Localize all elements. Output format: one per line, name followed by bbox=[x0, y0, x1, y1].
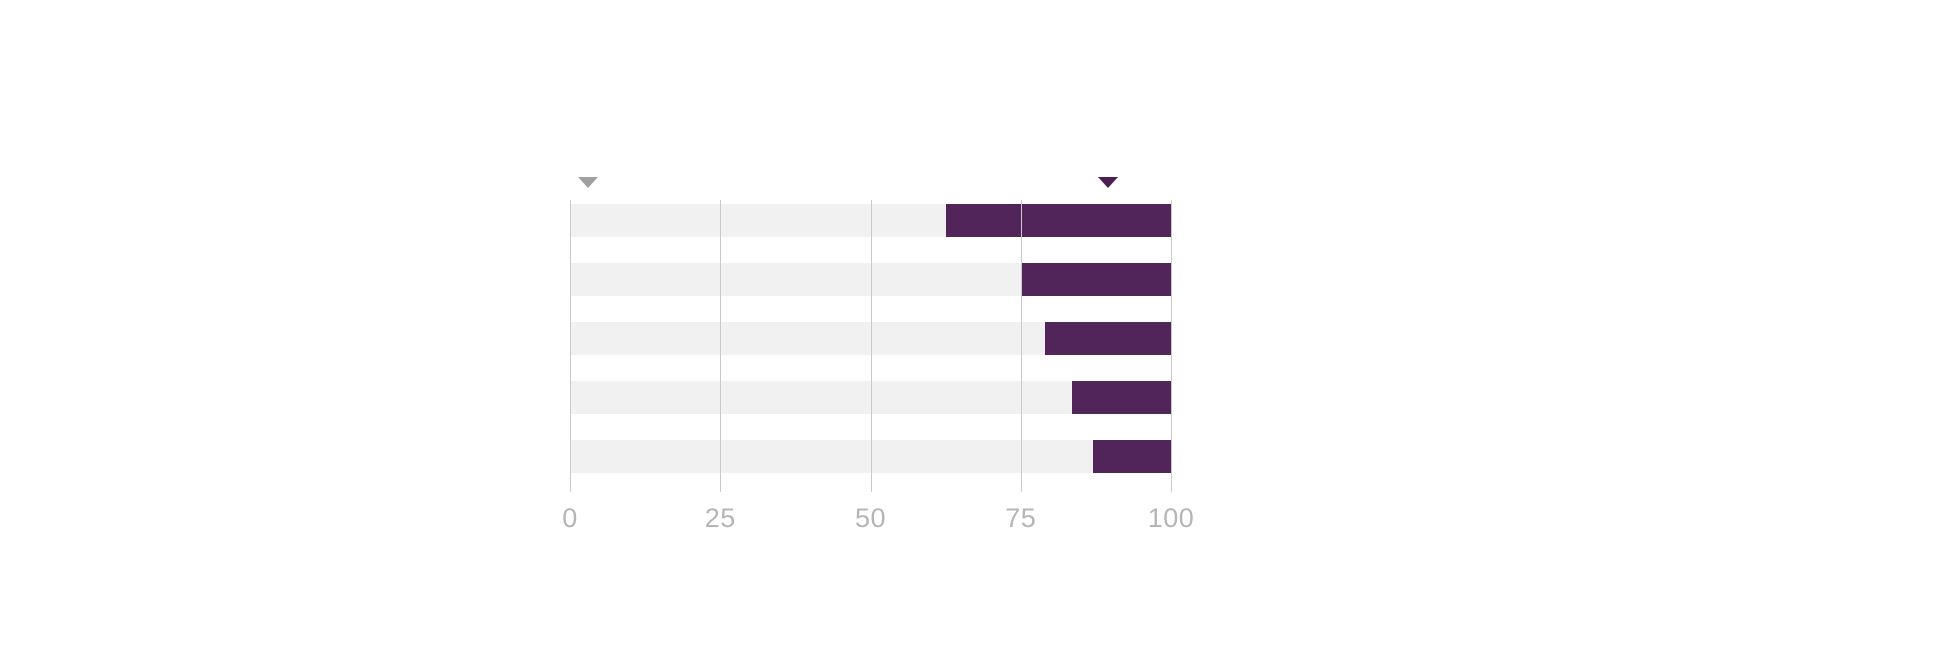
gray-marker-triangle-icon bbox=[578, 177, 599, 188]
plot-area bbox=[570, 200, 1172, 492]
x-tick-label: 50 bbox=[854, 503, 887, 533]
x-tick-label: 100 bbox=[1147, 503, 1195, 533]
x-tick-label: 75 bbox=[1005, 503, 1037, 533]
gridline bbox=[870, 200, 872, 492]
gridline bbox=[570, 200, 571, 492]
purple-marker-triangle-icon bbox=[1097, 177, 1118, 188]
gridline bbox=[1171, 200, 1172, 492]
range-bar bbox=[1071, 381, 1171, 414]
range-bar bbox=[1044, 322, 1171, 355]
x-tick-label: 0 bbox=[562, 503, 578, 533]
range-bar bbox=[1020, 263, 1171, 296]
range-bar bbox=[945, 204, 1171, 237]
range-bar bbox=[1092, 440, 1171, 473]
x-tick-label: 25 bbox=[704, 503, 736, 533]
gridline bbox=[1020, 200, 1022, 492]
gridline bbox=[720, 200, 722, 492]
